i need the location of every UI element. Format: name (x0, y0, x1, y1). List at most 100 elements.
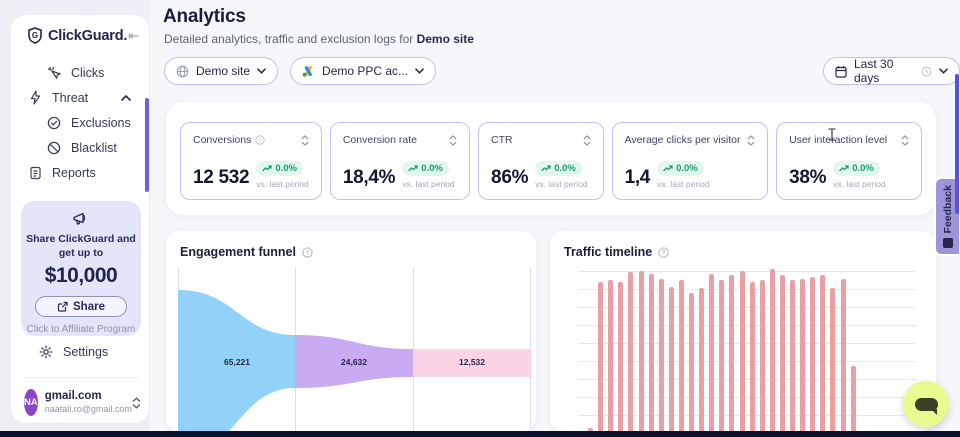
sidebar-item-blacklist[interactable]: Blacklist (11, 135, 149, 160)
check-circle-icon (47, 116, 61, 130)
ban-icon (47, 141, 61, 155)
settings-label: Settings (63, 345, 109, 359)
share-button-label: Share (73, 300, 105, 313)
kpi-label: User interaction level (789, 134, 888, 146)
kpi-summary-panel: Conversions ? 12 532 0.0% vs. last perio… (166, 102, 936, 215)
timeline-bar (729, 275, 735, 431)
site-selector[interactable]: Demo site (164, 57, 279, 85)
megaphone-icon (72, 211, 90, 227)
subtitle-text: Detailed analytics, traffic and exclusio… (164, 32, 417, 46)
logo: G ClickGuard. ⇤ (11, 15, 149, 44)
kpi-card-conversions[interactable]: Conversions ? 12 532 0.0% vs. last perio… (180, 122, 322, 200)
sidebar-item-exclusions[interactable]: Exclusions (11, 110, 149, 135)
kpi-change-badge: 0.0% (535, 161, 582, 176)
timeline-bar (800, 279, 806, 431)
timeline-bar (820, 275, 826, 431)
timeline-bar (790, 280, 795, 431)
kpi-label: Conversions (193, 134, 252, 146)
google-ads-icon (302, 65, 315, 77)
text-cursor (828, 128, 836, 141)
timeline-bar (678, 280, 684, 431)
kpi-compare-label: vs. last period (402, 179, 455, 189)
sidebar-item-label: Clicks (71, 65, 105, 80)
chat-launcher-button[interactable] (903, 381, 949, 427)
feedback-tab[interactable]: Feedback (934, 177, 959, 256)
sidebar-item-threat[interactable]: Threat (11, 85, 149, 110)
account-email: naatali.ro@gmail.com (44, 404, 132, 414)
sort-icon[interactable] (583, 134, 591, 146)
sort-icon[interactable] (747, 134, 755, 146)
sidebar: G ClickGuard. ⇤ Clicks Threat Exclusions (10, 14, 150, 424)
kpi-card-average-clicks[interactable]: Average clicks per visitor 1,4 0.0% vs. … (611, 122, 769, 200)
avatar: NA (24, 389, 38, 416)
chevron-down-icon (415, 68, 424, 74)
svg-text:G: G (32, 31, 38, 40)
help-icon[interactable]: ? (255, 135, 266, 145)
timeline-bar (779, 275, 785, 431)
funnel-stage-1-value: 65,221 (224, 357, 250, 367)
sidebar-scrollbar[interactable] (145, 98, 149, 192)
timeline-bar (588, 428, 593, 431)
affiliate-promo-card[interactable]: Share ClickGuard and get up to $10,000 S… (21, 201, 141, 336)
window-bottom-edge (0, 431, 960, 437)
account-switcher[interactable]: NA gmail.com naatali.ro@gmail.com (11, 389, 151, 416)
trend-up-icon (663, 165, 673, 172)
help-icon[interactable]: ? (302, 246, 313, 258)
funnel-stage-3-value: 12,532 (459, 357, 485, 367)
date-range-selector[interactable]: Last 30 days (823, 57, 960, 85)
kpi-card-ctr[interactable]: CTR 86% 0.0% vs. last period (478, 122, 604, 200)
ppc-account-selector[interactable]: Demo PPC ac... (290, 57, 437, 85)
clickguard-shield-icon: G (27, 27, 43, 44)
timeline-plot (578, 265, 916, 431)
chevron-down-icon (939, 68, 948, 74)
funnel-stage-2[interactable] (295, 335, 413, 388)
kpi-value: 1,4 (624, 167, 651, 188)
kpi-card-conversion-rate[interactable]: Conversion rate 18,4% 0.0% vs. last peri… (329, 122, 471, 200)
select-chevrons-icon[interactable] (132, 396, 141, 409)
timeline-bar (638, 271, 644, 431)
subtitle-target: Demo site (416, 32, 474, 46)
sidebar-item-reports[interactable]: Reports (11, 160, 149, 185)
share-button[interactable]: Share (35, 296, 127, 318)
feedback-label: Feedback (941, 185, 954, 234)
svg-text:?: ? (306, 250, 310, 256)
svg-text:?: ? (662, 250, 666, 256)
funnel-stage-1[interactable] (178, 290, 295, 431)
sidebar-item-clicks[interactable]: Clicks (11, 60, 149, 85)
sidebar-item-label: Exclusions (71, 115, 131, 130)
document-icon (29, 166, 42, 180)
chevron-up-icon[interactable] (121, 94, 131, 101)
timeline-bar (598, 282, 604, 431)
sidebar-item-settings[interactable]: Settings (11, 345, 151, 359)
timeline-bar (618, 282, 624, 431)
timeline-bar (628, 272, 634, 431)
help-icon[interactable]: ? (658, 246, 669, 258)
svg-text:?: ? (259, 138, 262, 144)
click-icon (47, 66, 61, 80)
timeline-gridline (578, 307, 916, 308)
timeline-bar (668, 287, 674, 431)
kpi-card-user-interaction[interactable]: User interaction level 38% 0.0% vs. last… (776, 122, 922, 200)
chat-bubble-icon (914, 397, 938, 415)
trend-up-icon (262, 165, 272, 172)
external-link-icon (57, 301, 68, 312)
timeline-bar (769, 269, 775, 431)
funnel-chart: 65,221 24,632 12,532 (178, 268, 531, 431)
collapse-sidebar-icon[interactable]: ⇤ (128, 27, 139, 43)
trend-up-icon (408, 165, 418, 172)
timeline-gridline (578, 379, 916, 380)
kpi-compare-label: vs. last period (256, 179, 309, 189)
timeline-bar (830, 288, 836, 431)
timeline-title: Traffic timeline (564, 245, 653, 259)
affiliate-link-text[interactable]: Click to Affiliate Program (26, 324, 136, 336)
timeline-bar (608, 280, 614, 431)
page-scrollbar[interactable] (955, 74, 959, 214)
sort-icon[interactable] (301, 134, 309, 146)
sort-icon[interactable] (449, 134, 457, 146)
timeline-gridline (578, 325, 916, 326)
timeline-bar (719, 280, 725, 431)
kpi-label: Average clicks per visitor (624, 134, 741, 146)
sort-icon[interactable] (901, 134, 909, 146)
kpi-change-badge: 0.0% (402, 161, 449, 176)
funnel-stage-3[interactable] (413, 349, 531, 377)
